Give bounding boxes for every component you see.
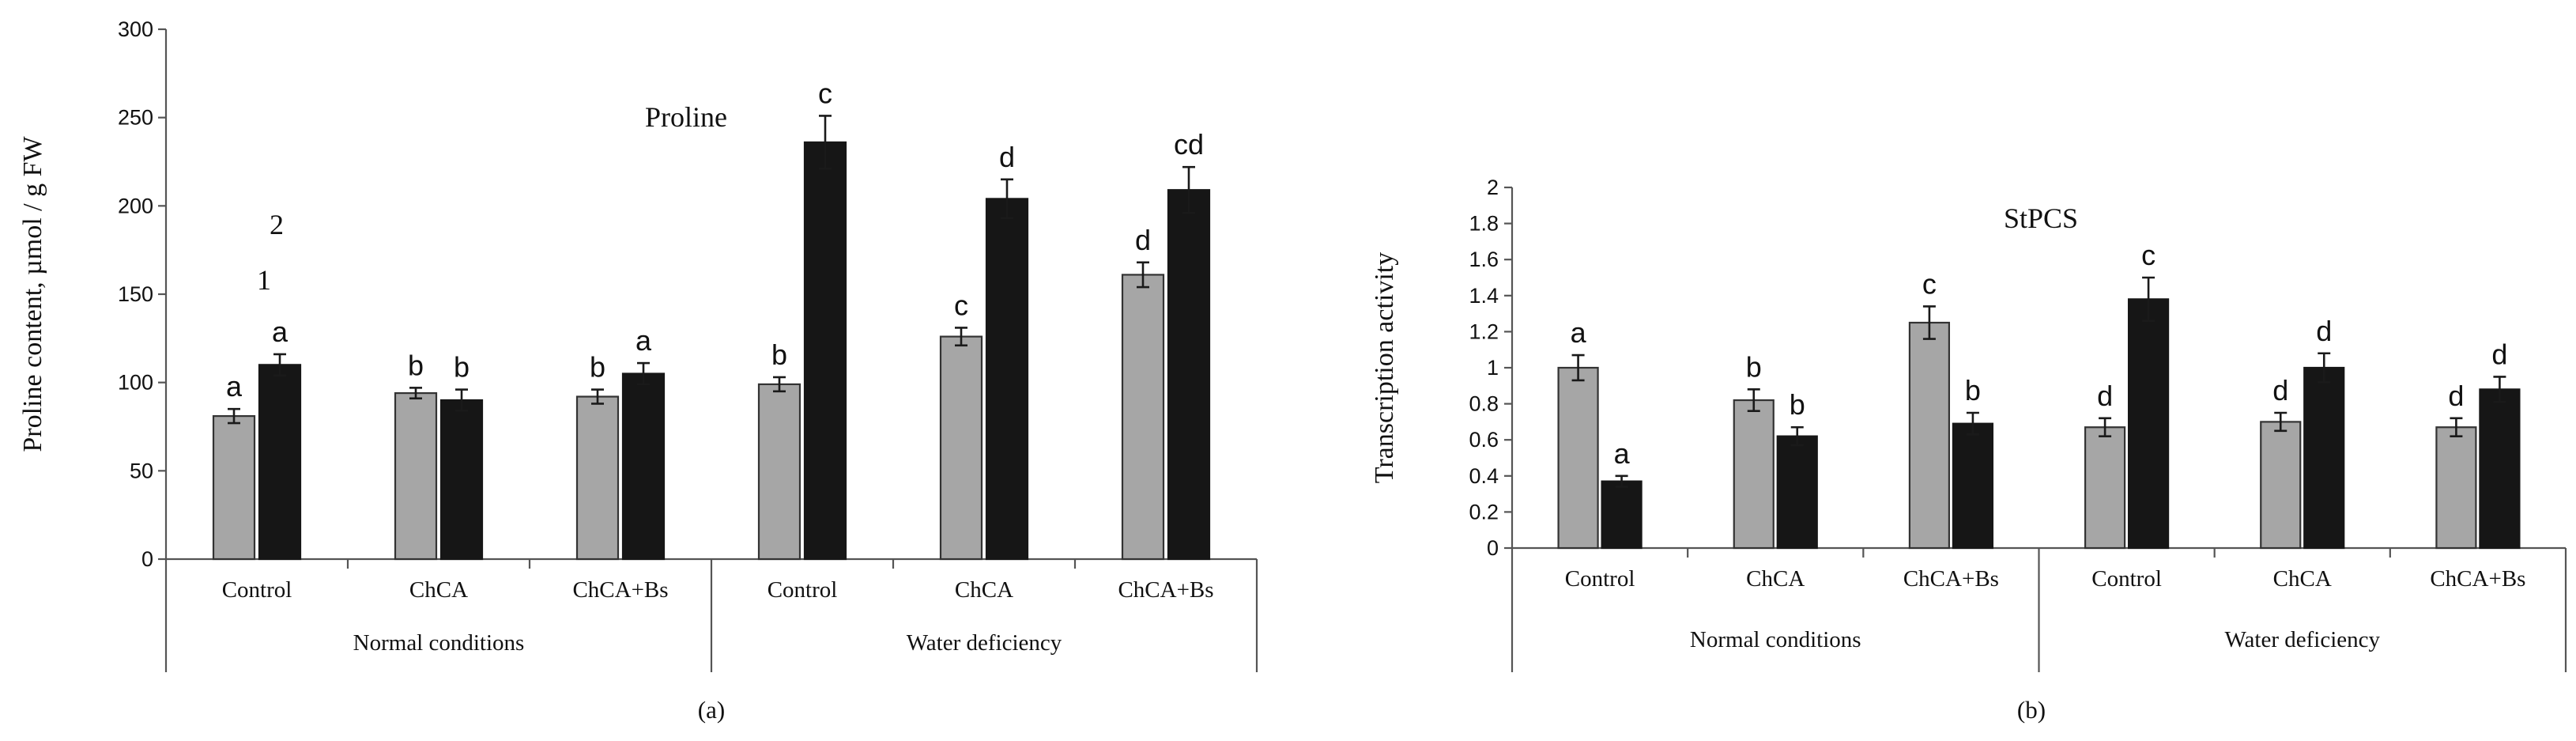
- category-label: ChCA: [955, 577, 1013, 603]
- panel-caption: (a): [698, 696, 725, 724]
- bar-series-2: [1601, 480, 1643, 550]
- significance-letter: b: [1790, 388, 1805, 421]
- significance-letter: b: [1746, 350, 1762, 383]
- bar-series-1: [939, 335, 983, 561]
- bar-series-1: [2260, 421, 2302, 550]
- category-label: ChCA: [409, 577, 468, 603]
- category-label: ChCA: [1746, 566, 1805, 592]
- significance-letter: d: [1135, 224, 1151, 256]
- category-label: ChCA+Bs: [2430, 566, 2525, 592]
- category-label: Control: [222, 577, 292, 603]
- significance-letter: d: [2491, 338, 2507, 370]
- significance-letter: a: [272, 316, 289, 348]
- y-tick-label: 2: [1487, 176, 1499, 199]
- bar-series-1: [1908, 321, 1951, 550]
- significance-letter: c: [2141, 239, 2155, 271]
- significance-letter: a: [1614, 437, 1631, 470]
- bar-series-2: [2127, 298, 2170, 550]
- significance-letter: c: [954, 289, 968, 321]
- significance-letter: b: [771, 338, 787, 371]
- bar-series-2: [1776, 435, 1818, 550]
- y-tick-label: 1.8: [1469, 212, 1499, 236]
- category-label: ChCA+Bs: [1118, 577, 1213, 603]
- category-label: ChCA+Bs: [572, 577, 668, 603]
- significance-letter: b: [1965, 374, 1981, 406]
- bar-series-1: [1121, 274, 1165, 561]
- y-tick-label: 0: [1487, 536, 1499, 560]
- category-label: ChCA+Bs: [1903, 566, 1999, 592]
- bar-series-2: [621, 372, 666, 561]
- significance-letter: d: [2448, 380, 2464, 412]
- significance-letter: a: [636, 324, 652, 357]
- y-tick-label: 0: [141, 547, 153, 571]
- y-tick-label: 100: [118, 371, 153, 395]
- y-tick-label: 1.4: [1469, 284, 1499, 308]
- bar-series-1: [1557, 366, 1599, 550]
- bar-series-1: [575, 395, 620, 561]
- series-marker-1: 1: [257, 264, 271, 296]
- bar-series-1: [2435, 426, 2477, 550]
- bar-series-1: [1733, 399, 1775, 550]
- bar-series-2: [985, 198, 1029, 561]
- y-tick-label: 150: [118, 282, 153, 306]
- y-tick-label: 1.2: [1469, 319, 1499, 343]
- significance-letter: b: [454, 351, 470, 384]
- group-label: Normal conditions: [1690, 627, 1861, 652]
- significance-letter: cd: [1174, 128, 1204, 161]
- y-axis-label: Transcription activity: [1370, 252, 1399, 483]
- category-label: Control: [768, 577, 838, 603]
- significance-letter: d: [2316, 315, 2332, 347]
- bar-series-2: [803, 141, 847, 561]
- bar-series-2: [2303, 366, 2345, 550]
- y-tick-label: 1.6: [1469, 248, 1499, 271]
- bar-series-1: [2084, 426, 2126, 550]
- group-label: Normal conditions: [353, 630, 525, 656]
- significance-letter: c: [1922, 267, 1937, 300]
- group-label: Water deficiency: [907, 630, 1062, 656]
- category-label: ChCA: [2273, 566, 2332, 592]
- y-tick-label: 300: [118, 17, 153, 41]
- chart-proline: 0 50 100 150 200 250 300 Proline content, µmol …: [18, 17, 1258, 724]
- y-tick-label: 0.2: [1469, 500, 1499, 524]
- category-label: Control: [1565, 566, 1635, 592]
- group-label: Water deficiency: [2224, 627, 2380, 652]
- significance-letter: d: [2097, 380, 2113, 412]
- bar-series-1: [757, 383, 801, 561]
- bar-series-1: [212, 414, 256, 561]
- significance-letter: a: [226, 370, 243, 403]
- bar-series-2: [2479, 388, 2521, 550]
- bar-series-2: [439, 399, 484, 561]
- y-tick-label: 50: [130, 459, 153, 482]
- bar-series-2: [258, 364, 302, 561]
- significance-letter: c: [818, 77, 832, 109]
- y-tick-label: 200: [118, 194, 153, 217]
- y-tick-label: 0.4: [1469, 464, 1499, 488]
- significance-letter: d: [999, 141, 1015, 173]
- chart-title: Proline: [645, 101, 727, 133]
- significance-letter: b: [408, 349, 424, 381]
- y-tick-label: 250: [118, 106, 153, 130]
- y-tick-label: 0.6: [1469, 428, 1499, 452]
- chart-stpcs: 0 0.2 0.4 0.6 0.8 1 1.2 1.4 1.6 1.8 2 Transcription…: [1370, 176, 2567, 724]
- bar-series-2: [1952, 422, 1994, 550]
- y-axis-label: Proline content, µmol / g FW: [18, 135, 47, 452]
- y-tick-label: 0.8: [1469, 392, 1499, 416]
- significance-letter: a: [1571, 316, 1587, 349]
- chart-title: StPCS: [2004, 202, 2078, 234]
- category-label: Control: [2091, 566, 2162, 592]
- significance-letter: d: [2272, 374, 2288, 406]
- panel-caption: (b): [2017, 696, 2046, 724]
- bar-series-2: [1167, 189, 1211, 561]
- series-marker-2: 2: [270, 209, 284, 240]
- bar-series-1: [394, 391, 438, 561]
- y-tick-label: 1: [1487, 356, 1499, 380]
- significance-letter: b: [590, 351, 605, 384]
